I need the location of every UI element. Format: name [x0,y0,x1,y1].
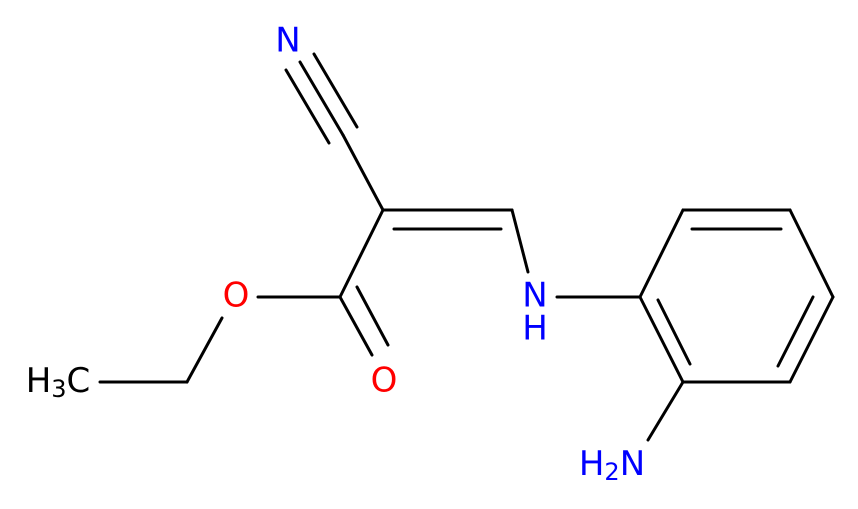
atom-part: H [26,361,52,401]
bond [298,60,345,137]
atom-label: H2N [579,444,645,487]
bond [341,133,385,212]
bond [638,295,685,384]
atom-subscript: 2 [604,458,619,486]
atom-label: O [223,276,250,316]
bond [656,298,692,366]
atom-label: H3C [26,361,91,404]
atom-label: N [522,276,547,316]
atom-part: N [620,444,645,484]
atom-part: C [67,361,91,401]
bond [355,285,390,347]
bond [338,208,385,299]
bond [638,208,685,299]
bond [510,208,530,274]
bond [788,208,835,299]
atom-label: H [522,309,548,349]
bond [776,295,815,368]
bond [646,380,685,442]
bond [284,68,331,145]
atom-label: N [275,21,300,61]
atom-part: H [579,444,605,484]
bond [338,295,374,357]
bond [788,295,835,384]
atom-subscript: 3 [51,375,66,403]
bonds [98,52,835,442]
bond [312,52,359,129]
atom-label: O [371,361,398,401]
bond [185,316,224,384]
